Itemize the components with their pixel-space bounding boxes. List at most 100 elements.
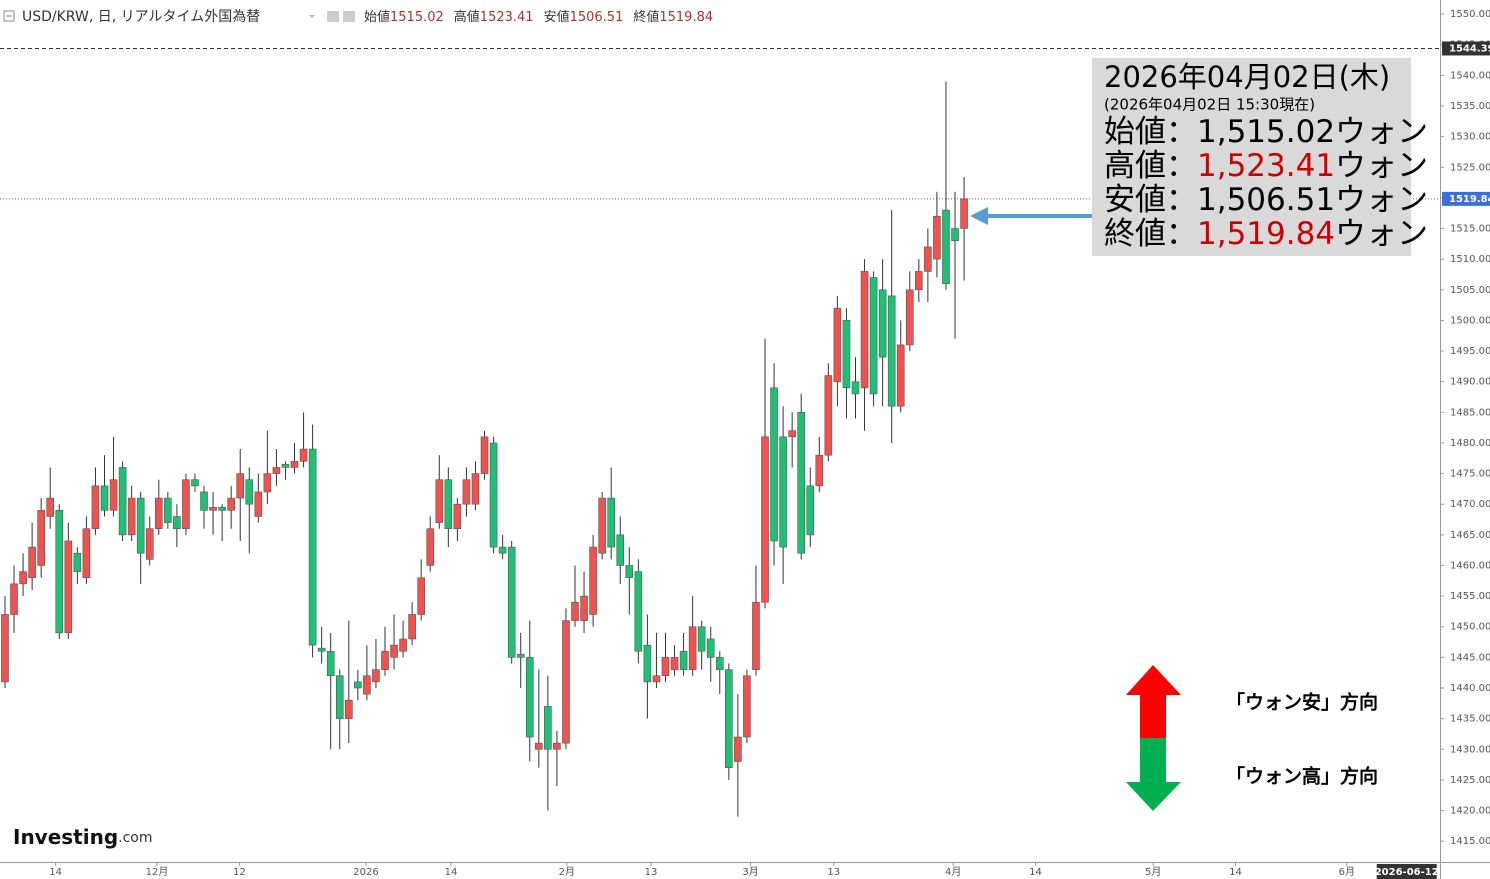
candle-body [525,657,534,738]
candle-body [869,277,878,395]
candle-body [697,626,706,652]
info-value: 1,515.02 [1197,114,1335,150]
candle-body [752,601,760,670]
info-row: 終値：1,519.84ウォン [1104,216,1428,252]
y-tick-label: 1540.00 [1450,70,1490,81]
info-date: 2026年04月02日(木) [1104,60,1390,94]
candle-body [498,546,507,554]
candle-body [118,467,127,536]
y-tick-label: 1460.00 [1450,560,1490,571]
x-tick-label: 13 [827,867,840,878]
candle-body [643,644,652,683]
info-label: 安値： [1104,182,1197,218]
candle-body [426,528,435,566]
candle-body [670,657,679,670]
candle-body [562,620,570,744]
ohlc-value: 1515.02 [390,10,444,25]
y-tick-label: 1430.00 [1450,744,1490,755]
candle-body [516,654,525,658]
candle-body [806,485,815,536]
candle-body [761,436,769,603]
y-tick-label: 1440.00 [1450,683,1490,694]
candle-body [100,485,109,511]
collapse-icon[interactable] [3,10,15,22]
candle-body [905,289,914,346]
y-tick-label: 1495.00 [1450,346,1490,357]
x-tick-label: 14 [445,867,458,878]
candle-body [598,497,606,554]
x-marker-label: 2026-06-12 [1375,867,1439,878]
candle-body [37,510,45,566]
info-rows: 始値：1,515.02ウォン高値：1,523.41ウォン安値：1,506.51ウ… [1104,114,1428,252]
candle-body [779,436,787,548]
y-tick-label: 1465.00 [1450,530,1490,541]
candle-body [182,479,190,530]
candle-body [489,442,498,548]
y-tick-label: 1550.00 [1450,9,1490,20]
candle-body [164,497,172,523]
candle-body [679,650,688,670]
candle-body [154,497,163,530]
candle-body [553,742,561,750]
y-tick-label: 1535.00 [1450,101,1490,112]
candle-body [245,479,254,505]
candle-body [19,571,27,585]
y-tick-label: 1480.00 [1450,438,1490,449]
ohlc-value: 1519.84 [659,10,713,25]
candle-body [480,436,489,474]
candle-body [55,510,64,634]
candle-body [706,638,715,658]
candle-body [589,546,597,615]
info-box [1092,58,1411,256]
info-label: 高値： [1104,148,1197,184]
candle-body [535,742,543,750]
y-tick-label: 1490.00 [1450,377,1490,388]
up-arrow [1126,665,1181,738]
candle-body [878,289,887,358]
candle-body [290,461,299,468]
x-tick-label: 5月 [1145,866,1161,878]
settings-icon[interactable] [343,11,355,22]
y-tick-label: 1485.00 [1450,407,1490,418]
candle-body [64,540,73,634]
annotation-down: 「ウォン高」方向 [1226,765,1378,788]
candle-body [471,473,480,505]
y-tick-label: 1435.00 [1450,714,1490,725]
x-tick-label: 12 [233,867,246,878]
candle-body [28,546,36,579]
candle-body [145,528,154,560]
info-unit: ウォン [1335,148,1428,184]
x-tick-label: 14 [1029,867,1042,878]
candle-body [842,320,851,389]
y-tick-label: 1500.00 [1450,315,1490,326]
candle-body [82,528,91,579]
candle-body [136,497,145,554]
candle-body [354,681,362,689]
candle-body [191,479,199,487]
x-tick-label: 4月 [945,866,961,878]
candle-body [91,485,100,530]
x-tick-label: 3月 [742,866,758,878]
candle-body [417,577,425,615]
candle-body [860,271,869,389]
candle-body [797,412,806,554]
price-badge-label: 1519.84 [1449,194,1490,205]
x-tick-label: 2月 [559,866,575,878]
info-unit: ウォン [1335,216,1428,252]
settings-icon[interactable] [327,11,339,22]
candle-body [924,246,932,272]
candle-body [725,669,733,768]
y-tick-label: 1420.00 [1450,806,1490,817]
candle-body [272,467,281,474]
candle-body [299,448,308,462]
candle-body [236,473,245,499]
dropdown-icon[interactable] [309,15,315,18]
info-unit: ウォン [1335,114,1428,150]
logo-suffix: .com [118,830,152,846]
y-tick-label: 1525.00 [1450,162,1490,173]
candle-body [634,571,643,652]
pointer-arrowhead [970,207,988,225]
x-tick-label: 6月 [1339,866,1355,878]
candle-body [46,497,55,517]
